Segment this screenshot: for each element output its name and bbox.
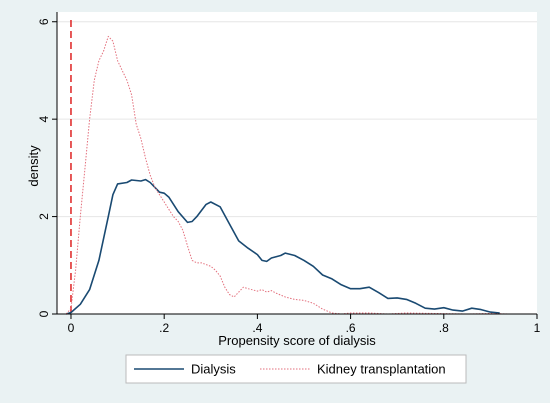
legend-label-kidney-transplantation: Kidney transplantation (317, 362, 446, 377)
x-tick-label: .4 (252, 321, 262, 335)
y-tick-label: 2 (37, 213, 51, 220)
legend: Dialysis Kidney transplantation (125, 354, 467, 384)
series-layer (65, 35, 510, 315)
legend-label-dialysis: Dialysis (191, 362, 236, 377)
y-tick-label: 4 (37, 116, 51, 123)
gridlines (57, 21, 537, 218)
plot-area (57, 12, 537, 314)
x-tick-label: .8 (439, 321, 449, 335)
x-axis-title: Propensity score of dialysis (218, 333, 376, 348)
x-tick-label: .6 (346, 321, 356, 335)
y-axis-title: density (26, 145, 41, 187)
axes: 0 2 4 6 0 .2 .4 .6 .8 1 (37, 12, 541, 335)
x-tick-label: 0 (68, 321, 75, 335)
series-line-kidney-transplantation (65, 35, 510, 315)
y-tick-label: 6 (37, 18, 51, 25)
series-line-dialysis (66, 178, 500, 315)
y-tick-label: 0 (37, 310, 51, 317)
x-tick-label: .2 (159, 321, 169, 335)
x-tick-label: 1 (534, 321, 541, 335)
